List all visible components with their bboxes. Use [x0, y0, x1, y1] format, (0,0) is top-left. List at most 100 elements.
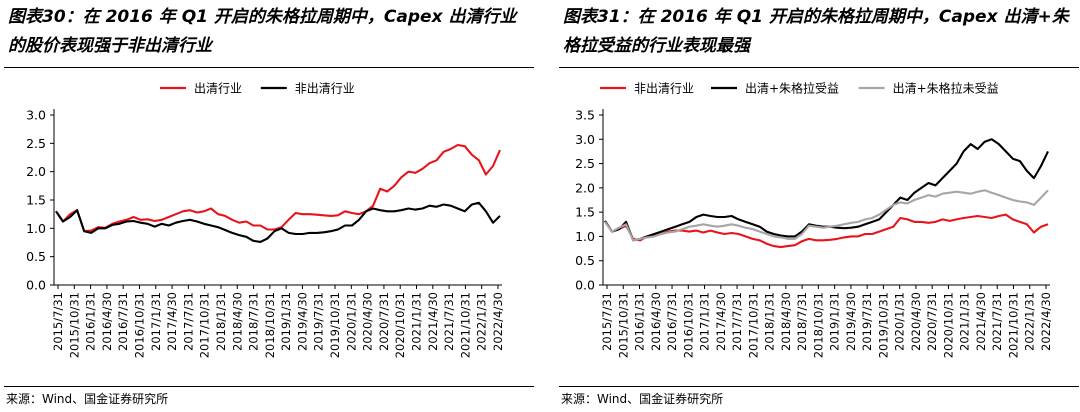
- y-tick-label: 3.0: [26, 108, 46, 123]
- x-tick-label: 2021/10/31: [1006, 292, 1020, 358]
- x-tick-label: 2017/7/31: [181, 292, 195, 351]
- legend-label: 出清+朱格拉未受益: [893, 81, 999, 96]
- x-tick-label: 2016/1/31: [84, 292, 98, 351]
- y-tick-label: 2.0: [575, 180, 595, 195]
- x-tick-label: 2017/1/31: [698, 292, 712, 351]
- x-tick-label: 2018/7/31: [795, 292, 809, 351]
- x-tick-label: 2015/7/31: [600, 292, 614, 351]
- x-tick-label: 2021/1/31: [958, 292, 972, 351]
- x-tick-label: 2021/7/31: [442, 292, 456, 351]
- y-tick-label: 1.0: [26, 221, 46, 236]
- x-tick-label: 2017/10/31: [198, 292, 212, 358]
- legend: 出清行业 非出清行业: [160, 82, 355, 96]
- x-tick-label: 2022/4/30: [1039, 292, 1053, 351]
- x-tick-label: 2019/10/31: [876, 292, 890, 358]
- x-tick-label: 2019/1/31: [279, 292, 293, 351]
- x-tick-label: 2021/1/31: [410, 292, 424, 351]
- series-line: [604, 189, 1049, 242]
- x-tick-label: 2016/4/30: [649, 292, 663, 351]
- x-tick-label: 2017/7/31: [730, 292, 744, 351]
- y-tick-label: 2.5: [26, 136, 46, 151]
- y-tick-label: 3.5: [575, 108, 595, 123]
- x-tick-label: 2020/10/31: [393, 292, 407, 358]
- title-divider: [4, 67, 534, 68]
- title-divider: [559, 67, 1079, 68]
- x-tick-label: 2018/1/31: [763, 292, 777, 351]
- x-tick-label: 2017/4/30: [714, 292, 728, 351]
- y-tick-label: 0.0: [575, 278, 595, 293]
- x-tick-label: 2019/7/31: [860, 292, 874, 351]
- footer-divider: [4, 386, 534, 387]
- x-tick-label: 2019/1/31: [828, 292, 842, 351]
- x-tick-label: 2016/10/31: [132, 292, 146, 358]
- legend-item: 非出清行业: [260, 82, 355, 96]
- y-tick-label: 0.5: [575, 253, 595, 268]
- x-tick-label: 2018/7/31: [247, 292, 261, 351]
- y-tick-label: 2.0: [26, 164, 46, 179]
- x-tick-label: 2015/10/31: [616, 292, 630, 358]
- x-tick-label: 2021/10/31: [458, 292, 472, 358]
- legend-label: 出清行业: [194, 82, 242, 96]
- x-tick-label: 2022/1/31: [1023, 292, 1037, 351]
- x-tick-label: 2020/4/30: [361, 292, 375, 351]
- x-tick-label: 2018/4/30: [779, 292, 793, 351]
- x-tick-label: 2020/1/31: [893, 292, 907, 351]
- x-tick-label: 2016/1/31: [633, 292, 647, 351]
- x-tick-label: 2020/1/31: [344, 292, 358, 351]
- legend-label: 非出清行业: [634, 82, 694, 96]
- y-tick-label: 1.0: [575, 229, 595, 244]
- x-tick-label: 2022/1/31: [475, 292, 489, 351]
- x-tick-label: 2018/4/30: [230, 292, 244, 351]
- legend-item: 非出清行业: [600, 82, 694, 96]
- x-tick-label: 2019/4/30: [295, 292, 309, 351]
- x-tick-label: 2018/10/31: [811, 292, 825, 358]
- y-tick-label: 1.5: [575, 205, 595, 220]
- legend-item: 出清行业: [160, 82, 242, 96]
- series-line: [604, 213, 1049, 249]
- x-tick-label: 2019/10/31: [328, 292, 342, 358]
- source-note: 来源：Wind、国金证券研究所: [561, 392, 724, 406]
- x-tick-label: 2022/4/30: [491, 292, 505, 351]
- legend-label: 出清+朱格拉受益: [745, 81, 839, 96]
- x-tick-label: 2019/7/31: [312, 292, 326, 351]
- series-line: [55, 201, 501, 243]
- legend-item: 出清+朱格拉未受益: [858, 81, 999, 96]
- x-tick-label: 2019/4/30: [844, 292, 858, 351]
- legend-item: 出清+朱格拉受益: [711, 81, 839, 96]
- x-tick-label: 2016/7/31: [665, 292, 679, 351]
- x-tick-label: 2018/10/31: [263, 292, 277, 358]
- chart-title: 图表30：在 2016 年 Q1 开启的朱格拉周期中，Capex 出清行业的股价…: [8, 7, 517, 56]
- series-line: [55, 143, 501, 233]
- x-tick-label: 2020/7/31: [377, 292, 391, 351]
- legend-label: 非出清行业: [295, 82, 355, 96]
- x-tick-label: 2020/4/30: [909, 292, 923, 351]
- source-note: 来源：Wind、国金证券研究所: [6, 392, 169, 406]
- y-tick-label: 1.5: [26, 193, 46, 208]
- y-tick-label: 0.5: [26, 249, 46, 264]
- x-tick-label: 2015/7/31: [51, 292, 65, 351]
- footer-divider: [559, 386, 1079, 387]
- series-line: [604, 138, 1049, 242]
- x-tick-label: 2017/10/31: [746, 292, 760, 358]
- legend: 非出清行业 出清+朱格拉受益 出清+朱格拉未受益: [600, 81, 999, 96]
- x-tick-label: 2017/4/30: [165, 292, 179, 351]
- y-tick-label: 3.0: [575, 132, 595, 147]
- x-tick-label: 2015/10/31: [67, 292, 81, 358]
- x-tick-label: 2016/10/31: [681, 292, 695, 358]
- line-chart-31: 非出清行业 出清+朱格拉受益 出清+朱格拉未受益 0.0 0.5 1.0 1.5 2.0 2.5…: [575, 81, 1053, 359]
- x-tick-label: 2021/4/30: [426, 292, 440, 351]
- x-tick-label: 2016/4/30: [100, 292, 114, 351]
- chart-title: 图表31：在 2016 年 Q1 开启的朱格拉周期中，Capex 出清+朱格拉受…: [563, 7, 1069, 56]
- y-tick-label: 0.0: [26, 278, 46, 293]
- chart-panel-31: 图表31：在 2016 年 Q1 开启的朱格拉周期中，Capex 出清+朱格拉受…: [555, 0, 1080, 412]
- x-tick-label: 2021/4/30: [974, 292, 988, 351]
- x-tick-label: 2021/7/31: [990, 292, 1004, 351]
- x-tick-label: 2020/7/31: [925, 292, 939, 351]
- x-tick-label: 2018/1/31: [214, 292, 228, 351]
- x-tick-label: 2020/10/31: [941, 292, 955, 358]
- chart-panel-30: 图表30：在 2016 年 Q1 开启的朱格拉周期中，Capex 出清行业的股价…: [4, 7, 534, 406]
- y-tick-label: 2.5: [575, 156, 595, 171]
- x-tick-label: 2017/1/31: [149, 292, 163, 351]
- x-tick-label: 2016/7/31: [116, 292, 130, 351]
